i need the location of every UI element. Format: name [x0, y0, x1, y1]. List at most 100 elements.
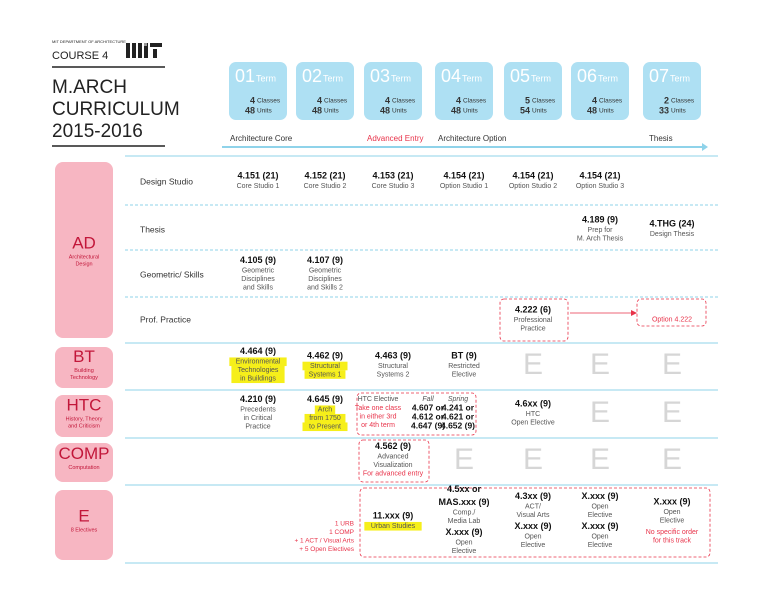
term-season: Spring — [448, 396, 468, 403]
course-code: 4.151 (21) — [237, 171, 278, 181]
term-label: Term — [598, 73, 618, 83]
track-label: Advanced Entry — [367, 134, 423, 143]
course-code: X.xxx (9) — [514, 521, 551, 531]
elective-placeholder: E — [662, 443, 682, 476]
course-code: 4.647 (9) — [411, 420, 445, 430]
group-abbr: BT — [73, 347, 95, 366]
requirement: + 5 Open Electives — [299, 546, 354, 553]
term-label: Term — [323, 73, 343, 83]
term-units: 48 — [380, 105, 390, 115]
term-label: Term — [391, 73, 411, 83]
course-name: and Skills — [243, 285, 273, 292]
elective-placeholder: E — [662, 396, 682, 429]
term-number: 07 — [649, 66, 669, 86]
course-name: Open — [591, 503, 608, 510]
term-units-label: Units — [324, 108, 340, 115]
term-units-label: Units — [257, 108, 273, 115]
term-units-label: Units — [463, 108, 479, 115]
course-name: Structural — [310, 363, 340, 370]
term-label: Term — [462, 73, 482, 83]
group-box — [55, 347, 113, 388]
course-note: For advanced entry — [363, 471, 424, 478]
course-code: 4.105 (9) — [240, 255, 276, 265]
course-code: X.xxx (9) — [445, 527, 482, 537]
term-classes-label: Classes — [532, 98, 556, 105]
term-classes-label: Classes — [257, 98, 281, 105]
course-name: Comp./ — [453, 509, 476, 516]
group-name: Architectural — [69, 254, 100, 260]
title-line: 2015-2016 — [52, 121, 143, 142]
course-code: 4.THG (24) — [649, 219, 694, 229]
course-code: 4.154 (21) — [512, 171, 553, 181]
course-code: 4.462 (9) — [307, 350, 343, 360]
course-code: 4.222 (6) — [515, 304, 551, 314]
course-code: MAS.xxx (9) — [438, 497, 489, 507]
course-code: 4.154 (21) — [579, 171, 620, 181]
course-code: 4.612 or — [412, 411, 445, 421]
boxes — [356, 298, 711, 558]
course-name: Media Lab — [448, 518, 481, 525]
course-name: Geometric — [242, 268, 275, 275]
course-name: Elective — [452, 548, 477, 555]
course-code: X.xxx (9) — [653, 496, 690, 506]
course-name: Geometric — [309, 268, 342, 275]
course-name: Elective — [588, 512, 613, 519]
course-name: Technologies — [238, 367, 279, 374]
term-number: 04 — [441, 66, 461, 86]
course-name: Elective — [588, 542, 613, 549]
course-name: Option Studio 3 — [576, 183, 624, 190]
term-box — [643, 62, 701, 120]
course-name: in Critical — [244, 415, 273, 422]
elective-note: Take one class — [355, 405, 402, 412]
highlight — [229, 357, 287, 367]
term-units: 48 — [451, 105, 461, 115]
group-box — [55, 162, 113, 338]
course-name: Core Studio 3 — [372, 183, 415, 190]
term-box — [229, 62, 287, 120]
term-classes: 4 — [592, 95, 597, 105]
term-label: Term — [531, 73, 551, 83]
course-name: Open Elective — [511, 419, 555, 426]
term-classes: 2 — [664, 95, 669, 105]
group-name: 8 Electives — [71, 527, 98, 533]
course-code: 4.210 (9) — [240, 394, 276, 404]
row-label: Prof. Practice — [140, 314, 191, 324]
arrow-head — [702, 143, 708, 151]
elective-note: or 4th term — [361, 422, 395, 429]
course-name: Elective — [660, 517, 685, 524]
term-number: 06 — [577, 66, 597, 86]
course-name: Visualization — [373, 462, 412, 469]
course-name: Arch — [318, 407, 333, 414]
course-name: Open — [591, 533, 608, 540]
course-code: 4.5xx or — [447, 484, 482, 494]
mit-logo — [126, 43, 162, 58]
term-box — [435, 62, 493, 120]
term-classes: 4 — [250, 95, 255, 105]
course-name: Structural — [378, 363, 408, 370]
course-code: 4.562 (9) — [375, 441, 411, 451]
term-classes-label: Classes — [671, 98, 695, 105]
department: MIT DEPARTMENT OF ARCHITECTURE — [52, 39, 126, 44]
elective-placeholder: E — [590, 443, 610, 476]
highlight — [304, 370, 346, 379]
course-code: 4.621 or — [442, 411, 475, 421]
course-name: HTC — [526, 411, 540, 418]
course-name: Restricted — [448, 363, 480, 370]
course-code: 4.152 (21) — [304, 171, 345, 181]
course-name: Professional — [514, 317, 553, 324]
term-units-label: Units — [671, 108, 687, 115]
term-box — [364, 62, 422, 120]
course-name: Open — [663, 509, 680, 516]
course-code: 4.241 or — [442, 402, 475, 412]
term-units-label: Units — [392, 108, 408, 115]
arrow-head — [631, 310, 637, 316]
elective-note: in either 3rd — [360, 413, 397, 420]
course-name: in Buildings — [240, 376, 276, 383]
course-name: M. Arch Thesis — [577, 235, 624, 242]
term-classes: 4 — [385, 95, 390, 105]
course-name: Disciplines — [308, 276, 342, 283]
term-classes: 5 — [525, 95, 530, 105]
course: COURSE 4 — [52, 50, 108, 62]
course-code: 4.645 (9) — [307, 394, 343, 404]
